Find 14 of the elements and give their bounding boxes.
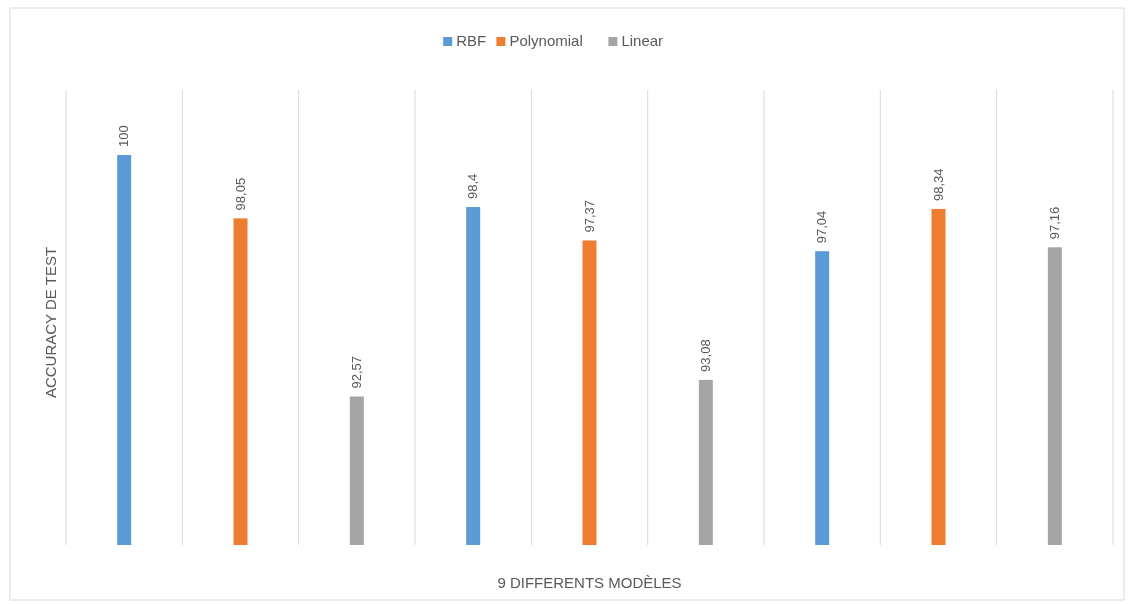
data-label: 100 [116,125,132,147]
data-label: 92,57 [348,355,364,389]
legend-label: Polynomial [509,32,583,49]
data-label: 98,34 [930,168,946,201]
y-axis-title: ACCURACY DE TEST [42,246,59,399]
data-label: 97,04 [814,210,830,244]
legend-label: Linear [621,32,664,49]
data-label: 97,16 [1046,206,1062,240]
legend-label: RBF [456,32,487,49]
data-label: 98,05 [232,177,248,211]
data-label: 98,4 [465,173,481,199]
x-axis-title: 9 DIFFERENTS MODÈLES [497,574,682,591]
data-label: 97,37 [581,199,597,233]
data-label: 93,08 [697,339,713,372]
